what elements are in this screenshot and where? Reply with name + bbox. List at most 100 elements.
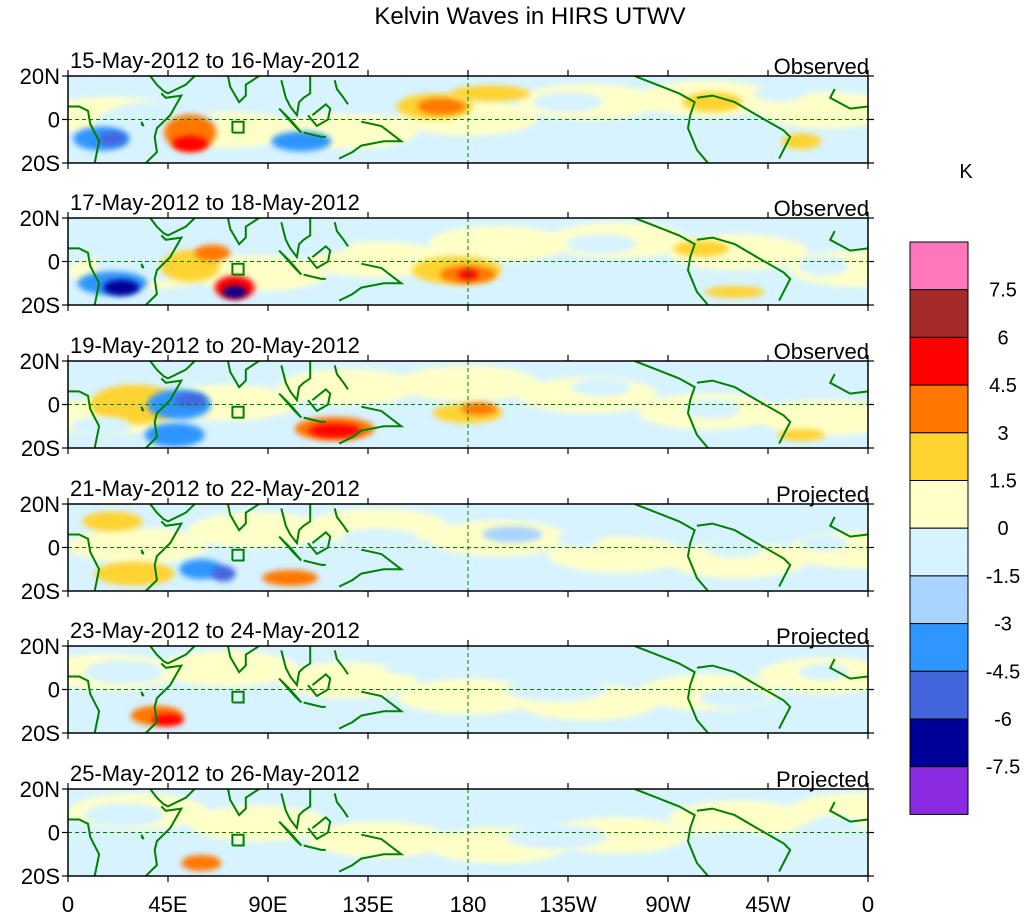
coastline	[68, 247, 101, 305]
field-blob	[798, 664, 849, 681]
coastline	[303, 559, 326, 566]
longitude-label: 180	[450, 892, 487, 917]
colorbar-swatch	[909, 670, 969, 720]
region-box	[231, 405, 245, 419]
coastline	[307, 102, 332, 128]
coastline	[303, 416, 326, 423]
coastline	[828, 801, 868, 823]
coastline	[145, 520, 184, 591]
coastline	[149, 218, 196, 237]
coastline	[696, 94, 792, 160]
latitude-label: 0	[48, 393, 60, 418]
longitude-label: 90E	[248, 892, 287, 917]
coastline	[278, 535, 303, 562]
coastline	[149, 789, 196, 808]
coastline	[333, 365, 349, 390]
coastline	[696, 379, 792, 445]
coastline	[303, 844, 326, 851]
coastline	[828, 658, 868, 680]
coastline	[338, 833, 405, 873]
coastline	[828, 230, 868, 252]
longitude-label: 0	[862, 892, 874, 917]
field-blob	[566, 234, 637, 255]
field-blob	[260, 709, 321, 726]
coastline	[307, 530, 332, 556]
colorbar-label: 1.5	[989, 471, 1017, 493]
colorbar-swatch	[909, 432, 969, 481]
coastline	[303, 131, 326, 138]
panel-date-range: 23-May-2012 to 24-May-2012	[70, 618, 360, 643]
field-blob	[461, 402, 498, 415]
field-blob	[758, 399, 868, 436]
region-box	[231, 833, 245, 847]
panel-kind-label: Observed	[774, 339, 869, 364]
field-blob	[83, 660, 164, 685]
colorbar-swatch	[909, 623, 969, 672]
colorbar-label: 6	[997, 327, 1008, 349]
coastline	[140, 834, 145, 840]
field-blob	[144, 422, 205, 447]
panels: 20N 0 20S 15-May-2012 to 16-May-2012 Observe…	[20, 48, 874, 889]
latitude-label: 0	[48, 536, 60, 561]
coastline	[303, 701, 326, 708]
colorbar-label: -7.5	[986, 757, 1020, 779]
figure-title: Kelvin Waves in HIRS UTWV	[374, 3, 685, 30]
field-blob	[482, 526, 543, 543]
latitude-label: 0	[48, 250, 60, 275]
field-blob	[71, 416, 132, 437]
panel-kind-label: Projected	[776, 482, 869, 507]
colorbar-swatch	[909, 766, 969, 815]
field-blob	[311, 92, 402, 113]
coastline	[634, 361, 709, 448]
latitude-label: 20S	[21, 579, 60, 604]
coastline	[338, 405, 405, 445]
latitude-label: 20N	[20, 634, 60, 659]
coastline	[634, 218, 709, 305]
colorbar-label: -6	[994, 709, 1012, 731]
colorbar-label: 3	[997, 423, 1008, 445]
coastline	[140, 406, 145, 412]
coastline	[145, 234, 184, 305]
colorbar-swatch	[909, 241, 969, 291]
latitude-label: 20N	[20, 349, 60, 374]
coastline	[338, 120, 405, 160]
field-blob	[684, 398, 741, 419]
longitude-label: 45W	[745, 892, 790, 917]
coastline	[278, 677, 303, 704]
field-blob	[194, 244, 231, 261]
latitude-label: 20N	[20, 64, 60, 89]
coastline	[140, 691, 145, 697]
longitude-label: 135W	[539, 892, 597, 917]
colorbar-swatch	[909, 289, 969, 338]
latitude-label: 0	[48, 108, 60, 133]
field-blob	[278, 368, 418, 405]
longitude-label: 135E	[342, 892, 393, 917]
field-blob	[262, 569, 319, 586]
field-blob	[172, 135, 209, 152]
region-box	[231, 548, 245, 562]
coastline	[145, 805, 184, 876]
coastline	[225, 361, 261, 389]
field-blob	[222, 285, 247, 298]
colorbar-units: K	[959, 161, 973, 183]
coastline	[68, 675, 101, 733]
coastline	[278, 392, 303, 419]
field-shading	[68, 80, 868, 152]
field-blob	[699, 831, 770, 852]
field-blob	[181, 854, 222, 871]
region-box	[231, 690, 245, 704]
field-blob	[571, 378, 632, 397]
coastline	[307, 815, 332, 841]
field-blob	[188, 511, 328, 548]
map-panel: 20N 0 20S 17-May-2012 to 18-May-2012 Observe…	[20, 190, 874, 318]
coastline	[278, 107, 303, 134]
latitude-label: 20S	[21, 864, 60, 889]
coastline	[333, 793, 349, 818]
coastline	[278, 820, 303, 847]
colorbar-label: 4.5	[989, 375, 1017, 397]
panel-kind-label: Projected	[776, 767, 869, 792]
field-blob	[450, 85, 531, 102]
coastlines	[68, 361, 868, 448]
coastline	[278, 249, 303, 276]
field-blob	[777, 428, 826, 441]
